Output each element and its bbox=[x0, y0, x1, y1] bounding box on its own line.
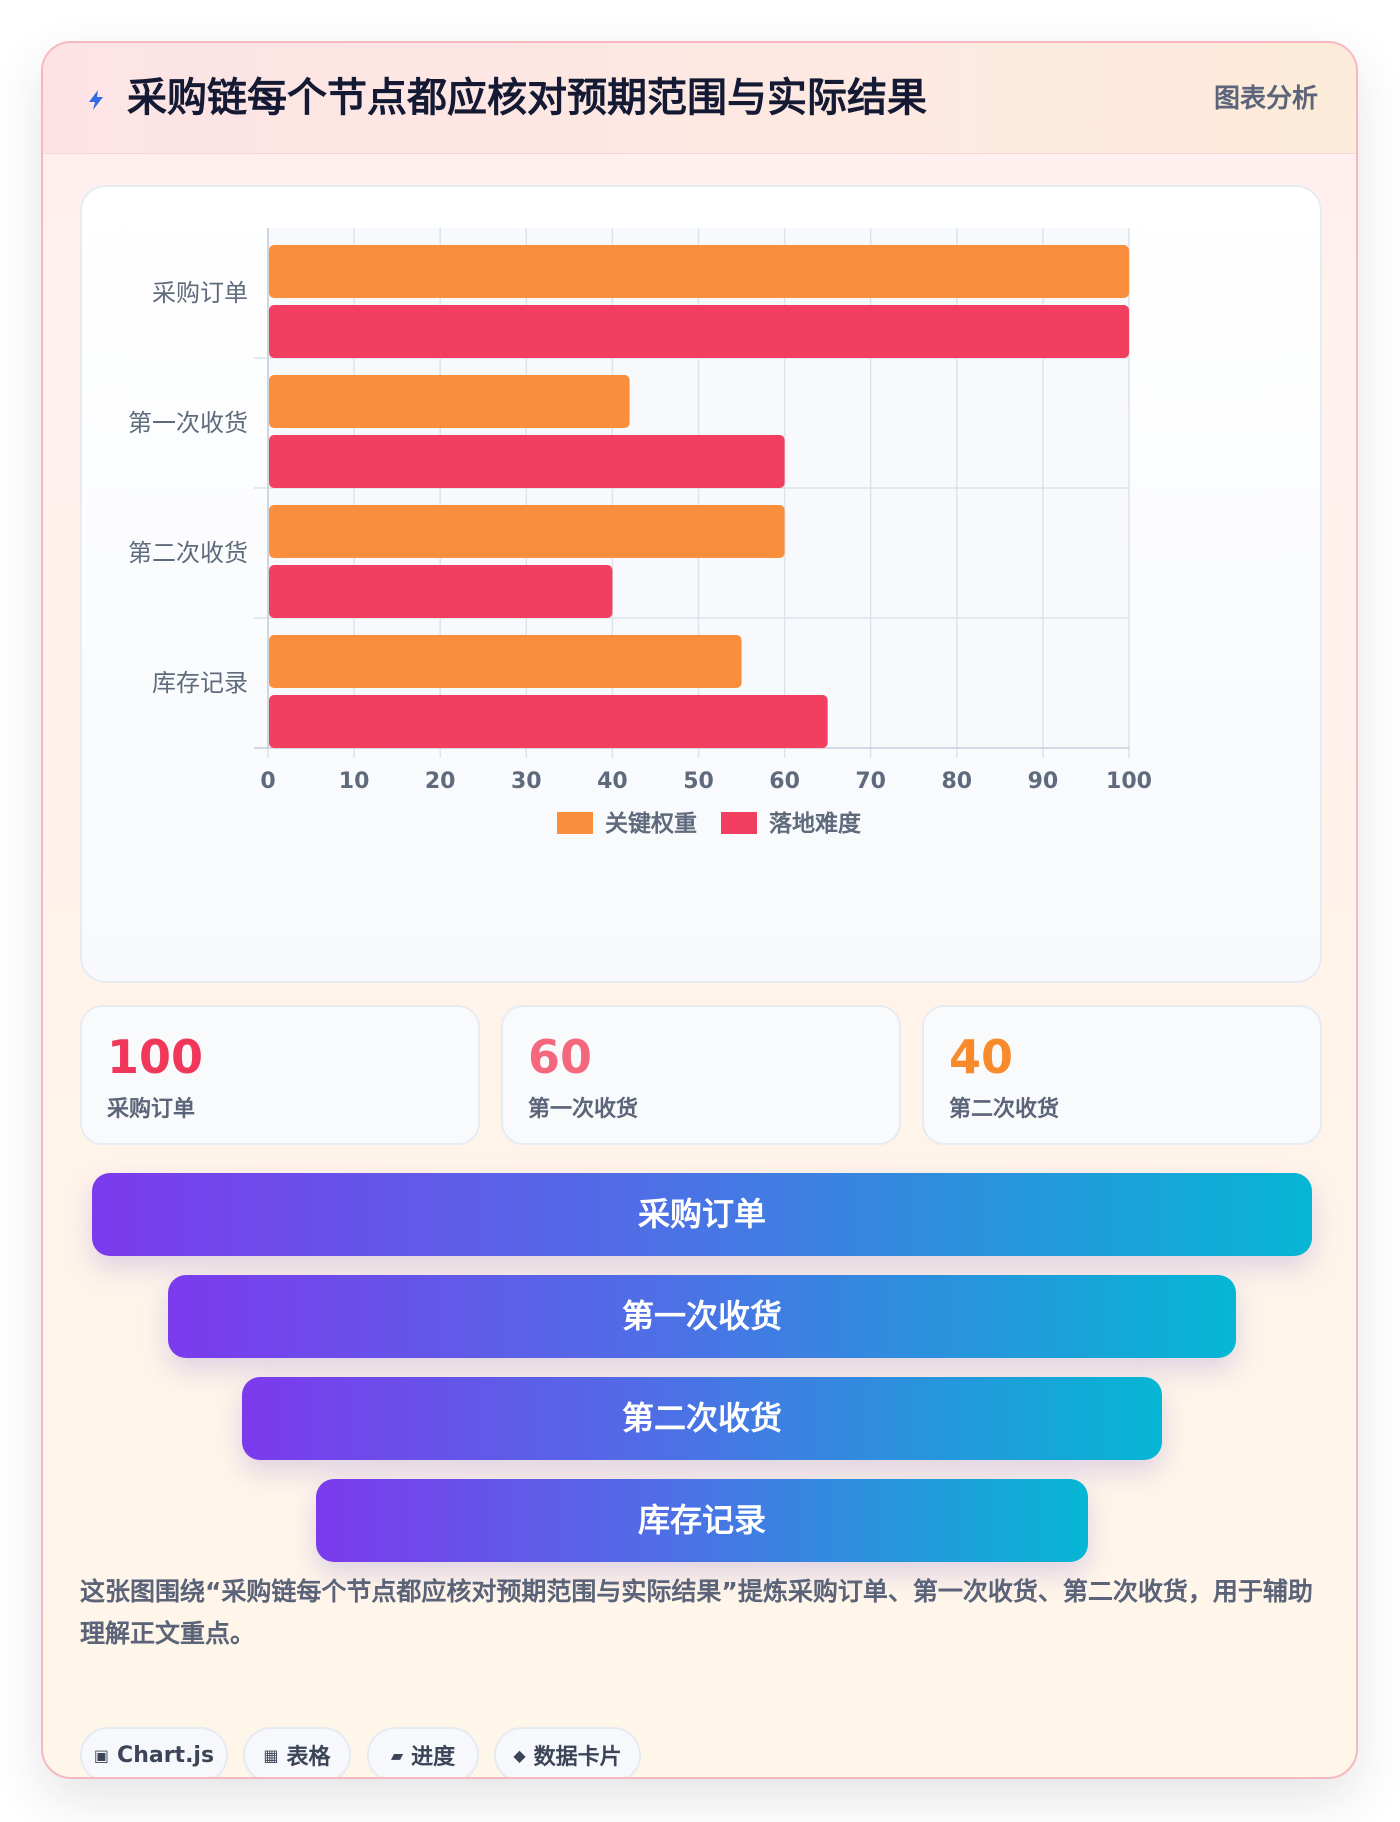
card-header: 采购链每个节点都应核对预期范围与实际结果 图表分析 bbox=[43, 43, 1356, 154]
pill-table[interactable]: ▦ 表格 bbox=[243, 1727, 351, 1777]
bar bbox=[269, 565, 613, 618]
chart-card: 采购链每个节点都应核对预期范围与实际结果 图表分析 0 10 20 30 40 50 60 7… bbox=[41, 41, 1358, 1779]
funnel-step-4: 库存记录 bbox=[316, 1479, 1088, 1562]
stat-label: 第一次收货 bbox=[528, 1097, 639, 1122]
chart-analysis-tag: 图表分析 bbox=[1213, 84, 1318, 114]
legend-swatch bbox=[721, 812, 757, 834]
stat-value: 100 bbox=[107, 1030, 204, 1084]
funnel-step-3: 第二次收货 bbox=[242, 1377, 1162, 1460]
x-tick-label: 10 bbox=[339, 769, 370, 794]
page-title: 采购链每个节点都应核对预期范围与实际结果 bbox=[127, 75, 927, 121]
stat-label: 第二次收货 bbox=[949, 1097, 1060, 1122]
legend-label: 落地难度 bbox=[769, 810, 862, 837]
x-tick-label: 100 bbox=[1106, 769, 1152, 794]
y-tick-label: 库存记录 bbox=[152, 669, 248, 697]
x-tick-label: 70 bbox=[855, 769, 886, 794]
x-tick-label: 90 bbox=[1028, 769, 1059, 794]
bar bbox=[269, 505, 785, 558]
legend-swatch bbox=[557, 812, 593, 834]
x-tick-label: 60 bbox=[769, 769, 800, 794]
pill-data-card[interactable]: ◆ 数据卡片 bbox=[494, 1727, 641, 1777]
bar bbox=[269, 375, 630, 428]
bar bbox=[269, 245, 1129, 298]
pill-label: Chart.js bbox=[117, 1742, 215, 1768]
legend-label: 关键权重 bbox=[605, 810, 697, 837]
x-tick-label: 80 bbox=[941, 769, 972, 794]
x-tick-label: 20 bbox=[425, 769, 456, 794]
lightning-icon bbox=[89, 90, 103, 110]
x-tick-label: 30 bbox=[511, 769, 542, 794]
pill-label: 表格 bbox=[286, 1745, 331, 1770]
y-tick-label: 第二次收货 bbox=[128, 539, 248, 567]
stat-label: 采购订单 bbox=[107, 1097, 196, 1122]
pill-label: 数据卡片 bbox=[533, 1745, 622, 1770]
y-tick-label: 第一次收货 bbox=[128, 409, 248, 437]
chart-panel: 0 10 20 30 40 50 60 70 80 90 100 采购订单第一次收货第二次收货库存记录… bbox=[80, 185, 1322, 983]
bar bbox=[269, 635, 742, 688]
x-tick-label: 50 bbox=[683, 769, 714, 794]
chart-icon: ▣ bbox=[93, 1745, 110, 1765]
table-icon: ▦ bbox=[263, 1745, 279, 1765]
stat-card-3: 40 第二次收货 bbox=[922, 1005, 1322, 1145]
bar-chart: 0 10 20 30 40 50 60 70 80 90 100 采购订单第一次收货第二次收货库存记录… bbox=[128, 228, 1152, 837]
chart-description: 这张图围绕“采购链每个节点都应核对预期范围与实际结果”提炼采购订单、第一次收货、… bbox=[80, 1577, 1313, 1648]
progress-icon: ▰ bbox=[390, 1745, 404, 1765]
bar bbox=[269, 695, 828, 748]
stat-card-2: 60 第一次收货 bbox=[501, 1005, 901, 1145]
funnel-step-2: 第一次收货 bbox=[168, 1275, 1236, 1358]
y-tick-label: 采购订单 bbox=[152, 279, 248, 307]
pill-chartjs[interactable]: ▣ Chart.js bbox=[80, 1727, 228, 1777]
stat-value: 60 bbox=[528, 1030, 593, 1084]
funnel-step-1: 采购订单 bbox=[92, 1173, 1312, 1256]
bar bbox=[269, 435, 785, 488]
x-tick-label: 40 bbox=[597, 769, 628, 794]
x-tick-label: 0 bbox=[260, 769, 275, 794]
pill-progress[interactable]: ▰ 进度 bbox=[367, 1727, 479, 1777]
data-card-icon: ◆ bbox=[513, 1745, 526, 1765]
pill-label: 进度 bbox=[411, 1745, 456, 1770]
stat-value: 40 bbox=[949, 1030, 1014, 1084]
bar bbox=[269, 305, 1129, 358]
stat-card-1: 100 采购订单 bbox=[80, 1005, 480, 1145]
